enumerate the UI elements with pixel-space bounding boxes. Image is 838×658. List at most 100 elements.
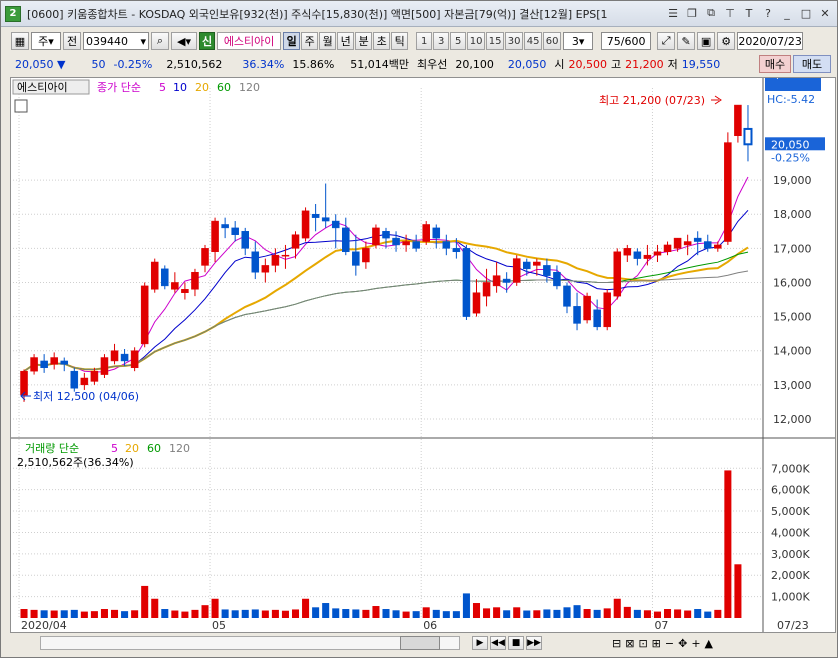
period-button-0[interactable]: 일 bbox=[283, 32, 301, 50]
chart-area[interactable]: 19,000 18,000 17,000 16,000 15,000 14,000 13,0… bbox=[10, 68, 836, 633]
text-icon[interactable]: T bbox=[745, 6, 753, 20]
volume-bar bbox=[674, 609, 682, 618]
prev-button[interactable]: 전 bbox=[63, 32, 81, 50]
period-button-4[interactable]: 분 bbox=[355, 32, 373, 50]
best-ask-label: 최우선 bbox=[417, 58, 448, 71]
tool-icon[interactable]: ✎ bbox=[677, 32, 696, 50]
minimize-icon[interactable]: _ bbox=[784, 6, 790, 20]
minute-button-5[interactable]: 5 bbox=[450, 32, 467, 50]
sell-button[interactable]: 매도 bbox=[793, 55, 831, 73]
tool-icon-a[interactable]: ⊟ bbox=[612, 636, 622, 650]
tool-icon-c[interactable]: ⊡ bbox=[638, 636, 648, 650]
grid-menu-icon[interactable]: ▦ bbox=[11, 32, 29, 50]
volume-tick-label: 6,000K bbox=[771, 484, 810, 497]
legend-label: 종가 단순 bbox=[97, 81, 141, 94]
rewind-icon[interactable]: ◀◀ bbox=[490, 636, 506, 650]
minute-button-3[interactable]: 3 bbox=[433, 32, 450, 50]
candle-body bbox=[502, 278, 511, 283]
current-pct-label: -0.25% bbox=[771, 151, 810, 164]
candle-body bbox=[432, 227, 441, 239]
interval-select[interactable]: 3 ▾ bbox=[563, 32, 594, 50]
ma-line-120 bbox=[23, 270, 749, 372]
volume-bar bbox=[171, 610, 179, 618]
tool-icon-d[interactable]: ⊞ bbox=[651, 636, 661, 650]
period-button-2[interactable]: 월 bbox=[319, 32, 337, 50]
x-end-label: 07/23 bbox=[777, 619, 809, 632]
volume-bar bbox=[151, 598, 159, 618]
volume-legend-5: 5 bbox=[111, 442, 118, 455]
volume-legend-label: 거래량 단순 bbox=[25, 442, 79, 455]
period-button-5[interactable]: 초 bbox=[373, 32, 391, 50]
candle-body bbox=[402, 241, 410, 246]
candle-body bbox=[30, 357, 38, 372]
candle-body bbox=[603, 292, 611, 328]
volume-bar bbox=[50, 610, 58, 618]
candle-body bbox=[191, 271, 199, 290]
close-icon[interactable]: ✕ bbox=[820, 6, 830, 20]
window-icon[interactable]: ❐ bbox=[687, 6, 697, 20]
period-button-6[interactable]: 틱 bbox=[391, 32, 409, 50]
candle-body bbox=[331, 220, 340, 229]
stock-code-input[interactable]: 039440 ▾ bbox=[83, 32, 149, 50]
x-tick-label: 05 bbox=[212, 619, 226, 632]
buy-button[interactable]: 매수 bbox=[759, 55, 791, 73]
period-button-3[interactable]: 년 bbox=[337, 32, 355, 50]
pin-icon[interactable]: ⊤ bbox=[725, 6, 735, 20]
candle-body bbox=[271, 254, 280, 266]
volume-legend-60: 60 bbox=[147, 442, 161, 455]
chart-svg[interactable]: 19,000 18,000 17,000 16,000 15,000 14,000 13,0… bbox=[11, 68, 835, 632]
type-select[interactable]: 주 ▾ bbox=[31, 32, 61, 50]
speaker-icon[interactable]: ◀▾ bbox=[171, 32, 197, 50]
period-button-1[interactable]: 주 bbox=[301, 32, 319, 50]
chart-title: 에스티아이 bbox=[17, 81, 68, 94]
date-input[interactable]: 2020/07/23 bbox=[737, 32, 804, 50]
candle-body bbox=[563, 285, 571, 307]
maximize-icon[interactable]: □ bbox=[800, 6, 812, 20]
axes: 19,000 18,000 17,000 16,000 15,000 14,000 13,0… bbox=[21, 174, 812, 632]
minute-button-15[interactable]: 15 bbox=[486, 32, 505, 50]
volume-bar bbox=[563, 607, 571, 618]
zoom-controls: ⊟ ⊠ ⊡ ⊞ − ✥ + ▲ bbox=[612, 637, 713, 650]
minute-button-10[interactable]: 10 bbox=[467, 32, 486, 50]
stock-name[interactable]: 에스티아이 bbox=[217, 32, 282, 50]
scroll-track[interactable] bbox=[40, 636, 460, 650]
candle-body bbox=[673, 237, 682, 249]
zoom-reset-icon[interactable]: ▲ bbox=[704, 636, 713, 650]
zoom-out-icon[interactable]: − bbox=[664, 636, 675, 650]
scroll-thumb[interactable] bbox=[400, 636, 440, 650]
volume-bar bbox=[100, 609, 108, 618]
volume-bar bbox=[40, 610, 48, 618]
candle-body bbox=[543, 265, 551, 276]
chart-scrollbar[interactable]: ▶ ◀◀ ■ ▶▶ ⊟ ⊠ ⊡ ⊞ − ✥ + ▲ bbox=[10, 634, 836, 652]
minute-button-30[interactable]: 30 bbox=[505, 32, 524, 50]
candle-body bbox=[533, 261, 541, 266]
volume-bar bbox=[553, 609, 561, 618]
low-label: 저 bbox=[667, 58, 678, 71]
pan-icon[interactable]: ✥ bbox=[678, 636, 688, 650]
candle-body bbox=[120, 353, 129, 362]
list-icon[interactable]: ☰ bbox=[668, 6, 678, 20]
candle-body bbox=[181, 289, 189, 293]
candle-body bbox=[442, 241, 451, 249]
count-input[interactable]: 75/600 bbox=[601, 32, 652, 50]
zoom-in-icon[interactable]: + bbox=[691, 636, 701, 650]
minute-button-60[interactable]: 60 bbox=[543, 32, 562, 50]
fit-icon[interactable]: ⤢ bbox=[657, 32, 676, 50]
volume-bar bbox=[80, 611, 88, 618]
volume-bar bbox=[442, 611, 450, 618]
forward-icon[interactable]: ▶▶ bbox=[526, 636, 542, 650]
search-icon[interactable]: ⌕ bbox=[151, 32, 169, 50]
gear-icon[interactable]: ⚙ bbox=[717, 32, 736, 50]
chevron-down-icon[interactable]: ▾ bbox=[140, 34, 146, 48]
restore-icon[interactable]: ⧉ bbox=[707, 6, 715, 19]
minute-button-1[interactable]: 1 bbox=[416, 32, 433, 50]
tool-icon-b[interactable]: ⊠ bbox=[625, 636, 635, 650]
stop-icon[interactable]: ■ bbox=[508, 636, 524, 650]
candle-body bbox=[140, 285, 149, 345]
help-icon[interactable]: ? bbox=[765, 6, 771, 20]
volume-tick-label: 1,000K bbox=[771, 591, 810, 604]
minute-button-45[interactable]: 45 bbox=[524, 32, 543, 50]
volume-bar bbox=[372, 606, 380, 618]
save-icon[interactable]: ▣ bbox=[697, 32, 716, 50]
play-icon[interactable]: ▶ bbox=[472, 636, 488, 650]
